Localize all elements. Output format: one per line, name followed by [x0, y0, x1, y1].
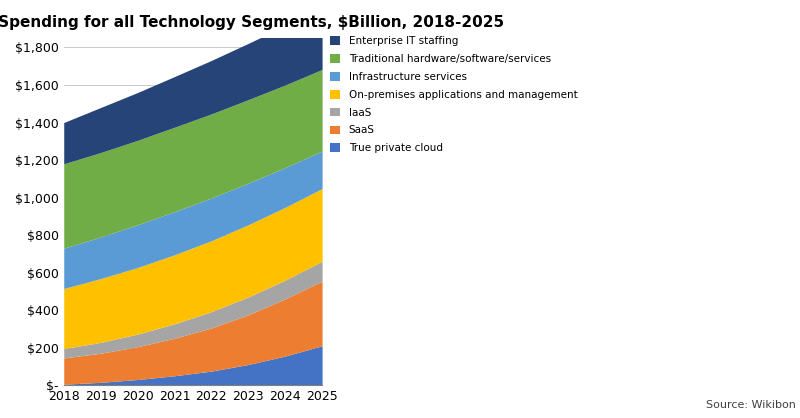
Text: Source: Wikibon: Source: Wikibon: [706, 400, 796, 410]
Legend: Enterprise IT staffing, Traditional hardware/software/services, Infrastructure s: Enterprise IT staffing, Traditional hard…: [330, 36, 578, 153]
Title: Worldwide IT Spending for all Technology Segments, $Billion, 2018-2025: Worldwide IT Spending for all Technology…: [0, 15, 505, 30]
